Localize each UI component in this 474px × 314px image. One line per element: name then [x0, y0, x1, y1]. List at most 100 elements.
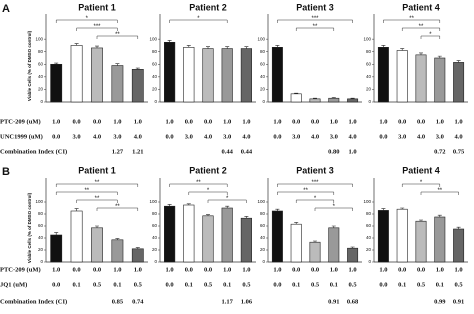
bar — [434, 216, 446, 263]
drug2-dose: 0.1 — [292, 281, 300, 288]
significance-bracket — [401, 27, 441, 31]
y-tick-label: 40 — [152, 74, 158, 79]
bar — [164, 205, 176, 263]
row-label: UNC1999 (uM) — [0, 133, 43, 140]
combination-index: 0.75 — [453, 148, 465, 155]
drug2-dose: 0.5 — [349, 281, 358, 288]
drug2-dose: 3.0 — [73, 133, 81, 140]
combination-index: 0.68 — [347, 298, 359, 305]
combination-index: 0.72 — [434, 148, 445, 155]
significance-label: * — [86, 16, 89, 22]
error-bar — [54, 62, 59, 65]
significance-bracket — [277, 183, 353, 187]
error-bar — [244, 216, 249, 219]
bar — [91, 47, 103, 103]
panel-label: A — [2, 3, 10, 15]
y-tick-label: 60 — [38, 223, 44, 228]
bar — [50, 63, 63, 103]
bar — [396, 208, 408, 263]
significance-label: * — [420, 180, 423, 186]
chart-title: Patient 3 — [296, 165, 334, 175]
significance-bracket — [169, 19, 228, 23]
error-bar — [186, 203, 191, 205]
drug1-dose: 1.0 — [455, 266, 463, 273]
chart-title: Patient 4 — [402, 165, 440, 175]
y-tick-label: 100 — [257, 36, 265, 41]
error-bar — [115, 238, 120, 240]
drug2-dose: 0.1 — [73, 281, 81, 288]
bar — [396, 50, 408, 103]
drug2-dose: 4.0 — [311, 133, 319, 140]
y-tick-label: 80 — [260, 49, 266, 54]
drug1-dose: 0.0 — [417, 118, 425, 125]
y-tick-label: 40 — [152, 235, 158, 240]
drug1-dose: 1.0 — [436, 266, 444, 273]
combination-index: 1.0 — [349, 148, 357, 155]
significance-bracket — [295, 199, 335, 203]
y-tick-label: 80 — [152, 49, 158, 54]
drug1-dose: 1.0 — [113, 118, 121, 125]
y-tick-label: 80 — [152, 211, 158, 216]
error-bar — [331, 225, 336, 228]
y-tick-label: 20 — [152, 247, 158, 252]
drug1-dose: 1.0 — [134, 118, 142, 125]
y-tick-label: 0 — [154, 259, 157, 264]
error-bar — [313, 240, 317, 243]
significance-bracket — [401, 183, 441, 187]
error-bar — [294, 92, 299, 94]
significance-bracket — [76, 199, 118, 203]
y-tick-label: 0 — [262, 259, 265, 264]
y-tick-label: 40 — [38, 235, 44, 240]
drug2-dose: 0.0 — [52, 133, 60, 140]
y-tick-label: 100 — [363, 199, 371, 204]
error-bar — [167, 40, 172, 43]
y-tick-label: 40 — [38, 74, 44, 79]
bar — [164, 41, 176, 103]
drug1-dose: 1.0 — [242, 118, 250, 125]
drug2-dose: 4.0 — [349, 133, 357, 140]
drug1-dose: 0.0 — [185, 118, 193, 125]
y-tick-label: 20 — [366, 87, 372, 92]
significance-label: *** — [93, 24, 101, 30]
y-tick-label: 80 — [38, 49, 44, 54]
y-tick-label: 80 — [38, 211, 44, 216]
significance-label: ** — [419, 24, 424, 30]
significance-label: ** — [409, 16, 414, 22]
error-bar — [275, 208, 280, 211]
error-bar — [225, 46, 230, 49]
y-tick-label: 80 — [260, 211, 266, 216]
bar — [309, 241, 321, 263]
bar — [453, 228, 465, 263]
drug2-dose: 0.1 — [330, 281, 338, 288]
error-bar — [135, 247, 140, 249]
error-bar — [206, 214, 210, 216]
drug2-dose: 0.0 — [273, 133, 281, 140]
bar — [111, 65, 124, 103]
y-tick-label: 100 — [149, 36, 157, 41]
significance-bracket — [277, 191, 335, 195]
error-bar — [54, 232, 59, 235]
bar — [202, 215, 214, 263]
y-tick-label: 60 — [260, 223, 266, 228]
drug1-dose: 1.0 — [166, 266, 174, 273]
significance-bracket — [420, 35, 441, 39]
y-tick-label: 100 — [257, 199, 265, 204]
combination-index: 1.27 — [112, 148, 124, 155]
bar — [240, 217, 252, 263]
y-tick-label: 100 — [363, 36, 371, 41]
drug1-dose: 0.0 — [93, 266, 101, 273]
drug2-dose: 0.5 — [242, 281, 251, 288]
bar — [434, 57, 446, 103]
error-bar — [95, 45, 99, 48]
significance-label: *** — [311, 16, 319, 22]
drug2-dose: 4.0 — [455, 133, 463, 140]
drug1-dose: 0.0 — [73, 118, 81, 125]
y-axis-label: Viable Cells (% of DMSO control) — [27, 30, 32, 101]
chart-title: Patient 1 — [78, 165, 116, 175]
combination-index: 0.91 — [328, 298, 339, 305]
drug1-dose: 0.0 — [398, 118, 406, 125]
error-bar — [381, 208, 386, 211]
drug1-dose: 1.0 — [52, 118, 60, 125]
drug1-dose: 0.0 — [292, 118, 300, 125]
error-bar — [135, 67, 140, 70]
